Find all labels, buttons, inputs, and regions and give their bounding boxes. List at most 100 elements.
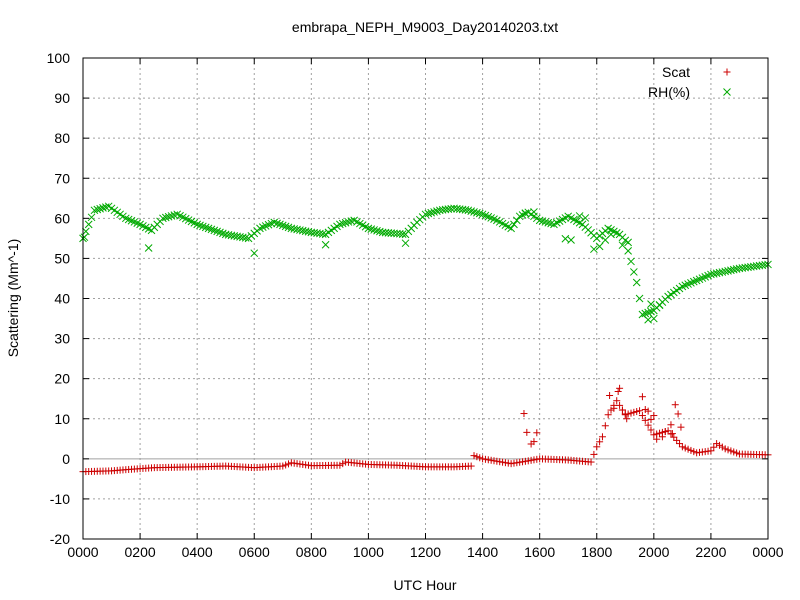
scat-point	[676, 440, 684, 448]
scat-point	[678, 443, 686, 451]
rh-point	[647, 300, 655, 308]
scat-point	[733, 449, 741, 457]
scat-point	[527, 456, 535, 464]
scat-point	[650, 412, 658, 420]
rh-point	[96, 204, 104, 213]
scat-point	[721, 445, 729, 453]
y-tick-label: 100	[47, 50, 71, 66]
rh-point	[207, 225, 216, 234]
scat-point	[630, 408, 638, 416]
rh-point	[641, 309, 650, 318]
x-tick-label: 0000	[752, 544, 783, 560]
scat-point	[674, 410, 682, 418]
scat-point	[593, 443, 601, 451]
rh-point	[649, 314, 658, 323]
rh-point	[595, 242, 604, 251]
rh-point	[278, 221, 287, 230]
scat-point	[604, 411, 612, 419]
scat-point	[653, 435, 661, 443]
scat-point	[590, 450, 598, 458]
rh-point	[87, 213, 96, 222]
scat-point	[681, 444, 689, 452]
legend-marker-scat	[723, 68, 731, 76]
legend-marker	[723, 88, 731, 96]
scat-point	[658, 433, 666, 441]
scat-point	[727, 447, 735, 455]
rh-point	[535, 216, 544, 225]
x-tick-label: 0200	[125, 544, 156, 560]
rh-point	[635, 294, 644, 303]
rh-point	[284, 223, 293, 232]
scat-point	[671, 401, 679, 409]
y-tick-label: 60	[54, 210, 70, 226]
y-tick-label: 90	[54, 90, 70, 106]
scat-point	[587, 458, 595, 466]
rh-point	[270, 218, 279, 227]
scat-point	[638, 393, 646, 401]
rh-point	[401, 239, 410, 248]
rh-point	[761, 260, 769, 269]
scat-point	[520, 410, 528, 418]
scat-point	[627, 409, 635, 417]
rh-point	[530, 208, 538, 216]
scat-point	[285, 460, 292, 468]
scat-point	[618, 406, 626, 414]
scat-point	[336, 461, 344, 469]
scat-point	[616, 401, 624, 409]
y-tick-label: -10	[50, 491, 70, 507]
rh-point	[201, 223, 210, 232]
rh-point	[199, 222, 207, 231]
scat-point	[467, 462, 475, 470]
rh-point	[575, 212, 584, 220]
legend-label-rh: RH(%)	[648, 84, 690, 100]
scat-point	[282, 461, 290, 469]
rh-point	[398, 230, 407, 238]
scat-point	[621, 410, 629, 418]
rh-point	[250, 249, 259, 258]
x-tick-label: 1200	[410, 544, 441, 560]
rh-point	[341, 218, 350, 227]
x-tick-label: 0000	[67, 544, 98, 560]
x-tick-label: 1600	[524, 544, 555, 560]
scat-point	[530, 438, 538, 446]
rh-point	[624, 238, 632, 247]
rh-point	[318, 230, 327, 238]
rh-point	[373, 226, 381, 235]
scat-point	[690, 448, 698, 456]
x-tick-label: 0400	[182, 544, 213, 560]
rh-point	[84, 220, 93, 229]
rh-point	[241, 234, 250, 242]
rh-point	[473, 208, 481, 217]
rh-point	[581, 214, 590, 222]
x-tick-label: 0600	[239, 544, 270, 560]
rh-point	[344, 218, 353, 226]
rh-point	[336, 220, 344, 229]
rh-point	[210, 226, 219, 235]
scat-point	[650, 431, 658, 439]
rh-point	[430, 208, 438, 216]
rh-point	[590, 245, 598, 254]
rh-point	[338, 219, 347, 228]
scat-point	[279, 462, 287, 470]
y-tick-label: 40	[54, 291, 70, 307]
x-tick-label: 1400	[467, 544, 498, 560]
rh-point	[90, 206, 99, 215]
scat-point	[715, 441, 723, 449]
scat-point	[718, 443, 726, 451]
scat-point	[616, 384, 624, 392]
scat-point	[601, 422, 609, 430]
scat-point	[687, 446, 695, 454]
scat-point	[644, 421, 652, 429]
legend-marker	[723, 68, 731, 76]
rh-point	[281, 222, 290, 231]
scat-point	[623, 415, 631, 423]
rh-point	[632, 278, 641, 287]
rh-point	[144, 244, 153, 252]
rh-point	[567, 236, 575, 244]
scat-point	[684, 445, 692, 453]
scat-point	[641, 416, 649, 424]
y-axis-label: Scattering (Mm^-1)	[5, 239, 21, 358]
rh-point	[159, 214, 167, 223]
scat-point	[598, 433, 606, 441]
